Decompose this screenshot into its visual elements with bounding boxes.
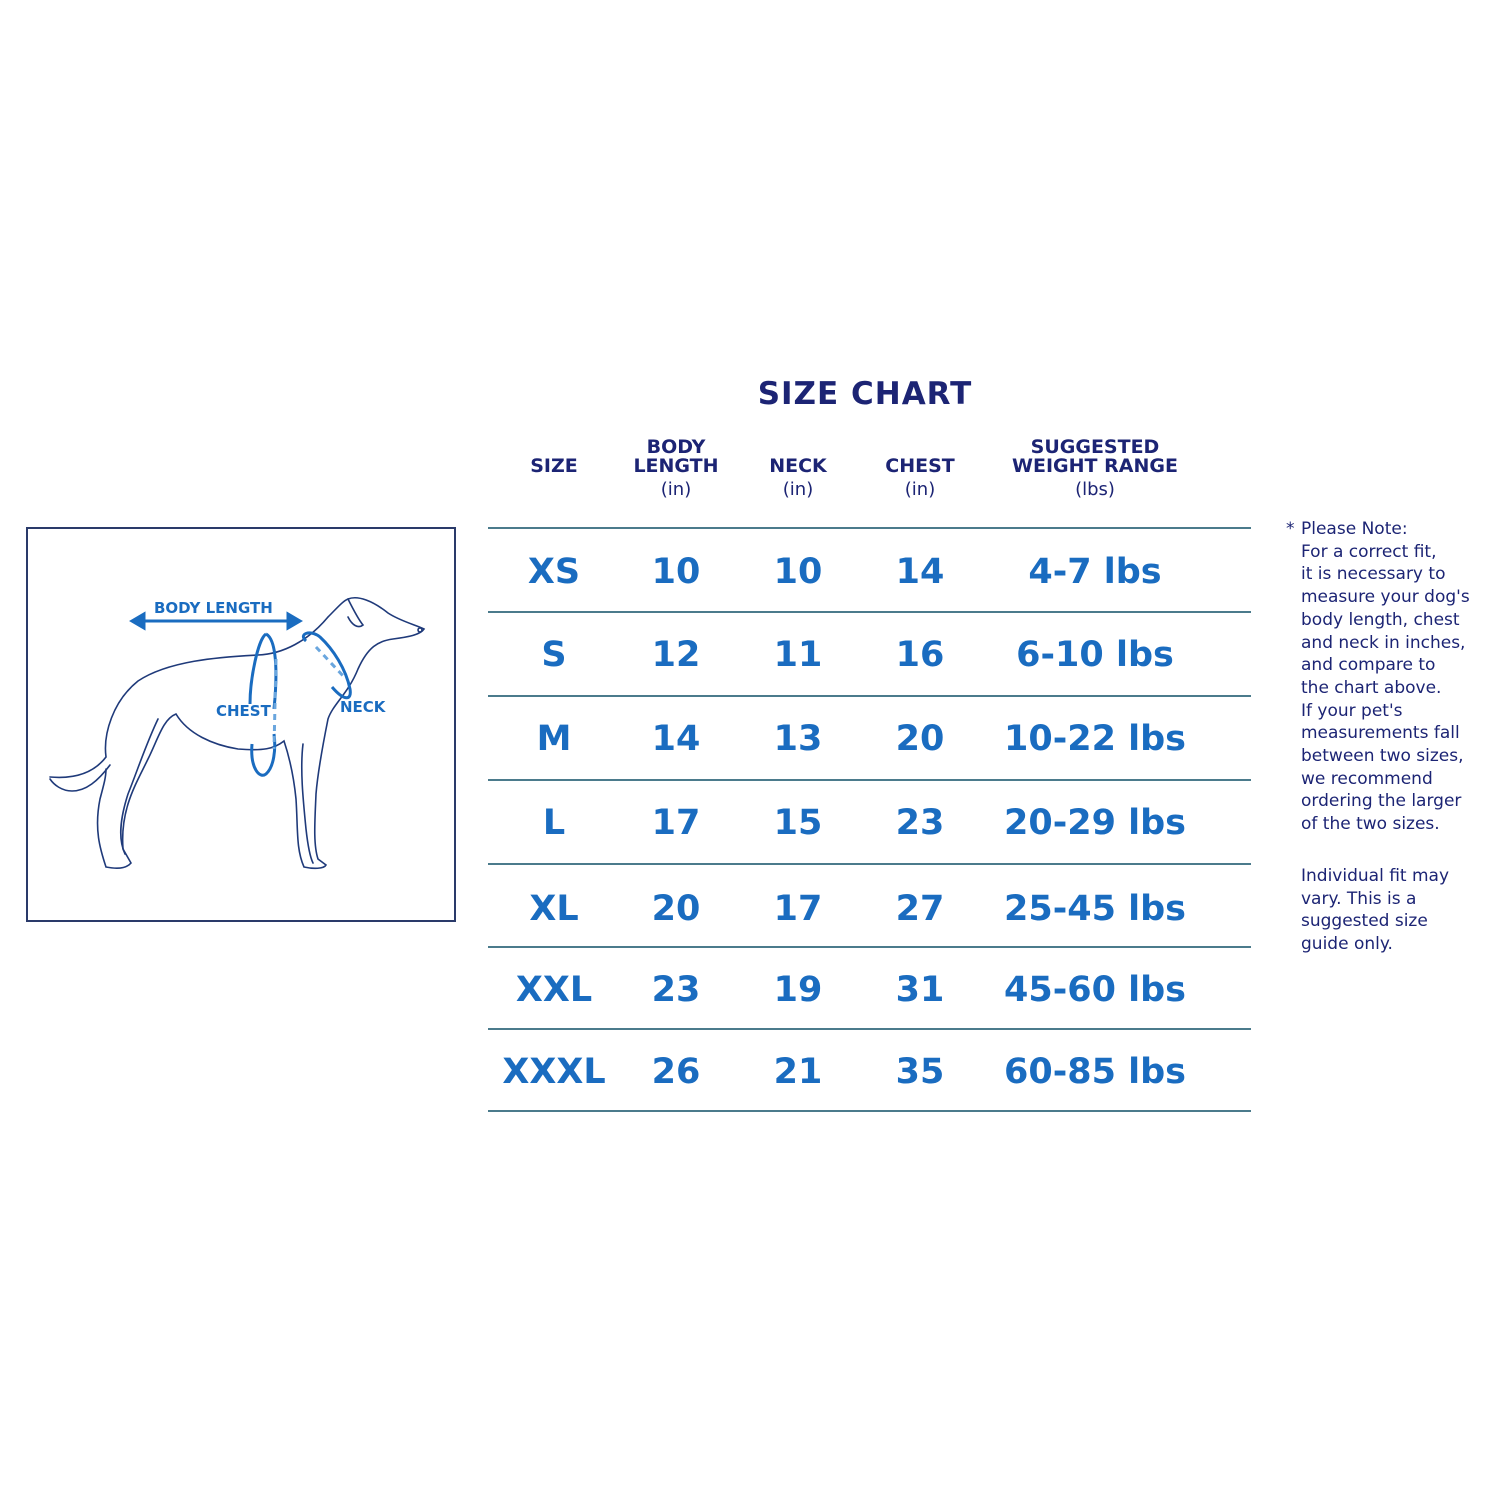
table-cell: XXXL [502,1052,606,1092]
row-divider [488,863,1251,865]
table-cell: 45-60 lbs [1003,970,1187,1010]
note-line: between two sizes, [1301,746,1464,767]
header-label: LENGTH [633,455,719,477]
table-cell: 10 [773,552,823,592]
table-cell: 12 [651,635,701,675]
note-line: body length, chest [1301,609,1460,630]
table-cell: L [542,803,566,843]
body-length-label: BODY LENGTH [154,599,273,617]
note-line: Individual fit may [1301,865,1450,886]
note-line: Please Note: [1301,519,1408,539]
note-line: ordering the larger [1301,791,1462,812]
note-line: it is necessary to [1301,564,1446,585]
column-header: SUGGESTED WEIGHT RANGE (lbs) [1012,436,1178,500]
table-cell: 23 [651,970,701,1010]
table-cell: S [541,635,567,675]
table-cell: 25-45 lbs [1003,889,1187,929]
note-line: guide only. [1301,933,1393,954]
table-cell: 20 [651,889,701,929]
note-line: If your pet's [1301,700,1403,721]
table-cell: 35 [895,1052,945,1092]
table-cell: 17 [651,803,701,843]
chest-label: CHEST [216,702,271,720]
header-label: BODY [646,436,706,458]
table-cell: XL [529,889,579,929]
note-line: For a correct fit, [1301,541,1437,562]
table-cell: 17 [773,889,823,929]
asterisk: * [1286,519,1295,539]
table-cell: 20 [895,719,945,759]
table-cell: XXL [515,970,593,1010]
chart-title: SIZE CHART [757,376,973,412]
table-cell: 16 [895,635,945,675]
note-line: vary. This is a [1301,888,1417,909]
column-header: NECK (in) [769,455,827,500]
dog-illustration [49,597,426,870]
table-cell: XS [527,552,581,592]
table-cell: 19 [773,970,823,1010]
header-label: SUGGESTED [1030,436,1160,458]
table-cell: 14 [895,552,945,592]
note-line: and compare to [1301,655,1436,676]
row-divider [488,1110,1251,1112]
column-header: BODY LENGTH (in) [633,436,719,500]
note-line: and neck in inches, [1301,632,1466,653]
header-label: NECK [769,455,827,477]
header-unit: (in) [904,479,936,500]
please-note: * Please Note: For a correct fit, it is ne… [1286,518,1470,956]
table-cell: 20-29 lbs [1003,803,1187,843]
table-cell: 15 [773,803,823,843]
header-unit: (in) [660,479,692,500]
table-cell: 21 [773,1052,823,1092]
header-unit: (in) [782,479,814,500]
row-divider [488,695,1251,697]
dog-measurement-diagram: BODY LENGTH CHEST NECK [26,527,456,922]
row-divider [488,1028,1251,1030]
note-line: of the two sizes. [1301,814,1440,835]
table-cell: M [536,719,572,759]
table-cell: 10 [651,552,701,592]
row-divider [488,946,1251,948]
table-cell: 11 [773,635,823,675]
table-cell: 13 [773,719,823,759]
header-label: CHEST [885,455,955,477]
neck-label: NECK [340,698,386,716]
note-line: measure your dog's [1301,587,1470,608]
table-cell: 31 [895,970,945,1010]
table-cell: 14 [651,719,701,759]
header-label: SIZE [530,455,578,477]
note-line: suggested size [1301,911,1428,932]
note-line: we recommend [1301,768,1433,789]
column-header: CHEST (in) [885,455,955,500]
table-cell: 27 [895,889,945,929]
row-divider [488,779,1251,781]
header-unit: (lbs) [1075,479,1115,500]
note-line: the chart above. [1301,677,1442,698]
table-cell: 26 [651,1052,701,1092]
table-cell: 23 [895,803,945,843]
header-label: WEIGHT RANGE [1012,455,1178,477]
column-header: SIZE [530,457,578,476]
note-line: measurements fall [1301,723,1460,744]
table-cell: 6-10 lbs [1016,635,1174,675]
table-cell: 4-7 lbs [1028,552,1162,592]
table-cell: 10-22 lbs [1003,719,1187,759]
table-cell: 60-85 lbs [1003,1052,1187,1092]
row-divider [488,611,1251,613]
row-divider [488,527,1251,529]
